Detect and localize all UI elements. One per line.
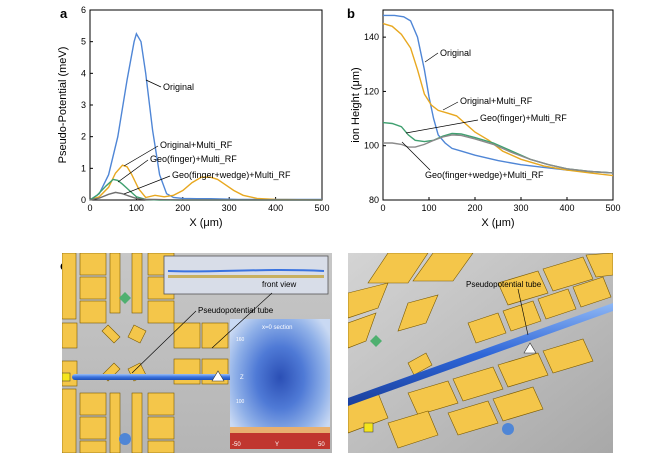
pseudopotential-tube [72, 374, 242, 380]
y-tick-label: 80 [369, 195, 379, 205]
chart-b: 0 100 200 300 400 500 80 100 120 140 X (μm) ion Hei… [350, 9, 621, 229]
blue-circle-marker-d [502, 423, 514, 435]
panel-label-b: b [347, 6, 355, 21]
annotation-leader-1 [442, 101, 459, 111]
y-tick-label: 140 [364, 32, 379, 42]
series-line-1 [382, 22, 614, 177]
section-axis-z: Z [240, 375, 244, 381]
series-line-3 [89, 191, 322, 201]
tube-label-c: Pseudopotential tube [198, 306, 274, 315]
x-tick-label: 300 [513, 203, 528, 213]
pseudopotential-tube-d [348, 303, 613, 406]
x-tick-label: 200 [175, 203, 190, 213]
x-tick-label: 0 [380, 203, 385, 213]
x-tick-label: 500 [605, 203, 620, 213]
series-line-3 [383, 134, 614, 174]
panel-label-a: a [60, 6, 68, 21]
y-tick-label: 3 [81, 100, 86, 110]
y-axis-label: Pseudo-Potential (meV) [57, 47, 69, 164]
x-tick-label: 0 [87, 203, 92, 213]
tube-label-d: Pseudopotential tube [466, 280, 542, 289]
green-diamond-marker-d [370, 335, 382, 347]
white-triangle-marker-d [523, 342, 537, 354]
electrodes-d [348, 253, 613, 449]
y-tick-label: 0 [81, 195, 86, 205]
y-tick-label: 2 [81, 132, 86, 142]
green-diamond-marker [119, 292, 131, 304]
x-tick-label: 100 [421, 203, 436, 213]
x-tick-label: 100 [129, 203, 144, 213]
section-tick-left: -50 [232, 442, 241, 448]
annotation-2: Geo(finger)+Multi_RF [150, 154, 237, 164]
x-tick-label: 400 [268, 203, 283, 213]
annotation-3: Geo(finger+wedge)+Multi_RF [172, 170, 291, 180]
front-view-label: front view [262, 280, 296, 289]
series-line-2 [89, 178, 322, 201]
annotation-2: Geo(finger)+Multi_RF [480, 113, 567, 123]
y-axis-label: ion Height (μm) [350, 67, 362, 142]
section-tick-top: 160 [236, 337, 245, 343]
series-line-0 [383, 14, 614, 174]
x-tick-label: 400 [559, 203, 574, 213]
section-tick-mid: 100 [236, 399, 245, 405]
annotation-leader-1 [123, 145, 159, 167]
annotation-3: Geo(finger+wedge)+Multi_RF [425, 170, 544, 180]
y-tick-label: 5 [81, 37, 86, 47]
panel-d-render: Pseudopotential tube [348, 253, 613, 453]
plot-frame [382, 9, 614, 201]
y-tick-label: 100 [364, 141, 379, 151]
annotation-leader-0 [145, 79, 162, 88]
annotation-1: Original+Multi_RF [460, 96, 533, 106]
y-tick-label: 120 [364, 86, 379, 96]
annotation-0: Original [163, 82, 194, 92]
y-tick-label: 4 [81, 68, 86, 78]
panel-c-render: front view x=0 section Z Y 160 100 -50 5… [62, 253, 332, 453]
annotation-leader-0 [424, 52, 439, 63]
white-triangle-marker [211, 370, 225, 382]
x-tick-label: 300 [222, 203, 237, 213]
chart-a: 0 100 200 300 400 500 0 1 2 3 4 5 6 X (μm) Pseudo-Pote… [57, 5, 330, 229]
section-axis-y: Y [275, 442, 279, 448]
x-tick-label: 500 [314, 203, 329, 213]
section-tick-right: 50 [318, 442, 325, 448]
annotation-leader-3 [123, 175, 171, 195]
series-line-1 [89, 164, 323, 201]
section-label: x=0 section [262, 325, 293, 331]
x-axis-label: X (μm) [481, 217, 514, 229]
front-view-tube [167, 269, 325, 273]
annotation-leader-2 [117, 159, 149, 183]
blue-circle-marker [119, 433, 131, 445]
annotation-leader-3 [401, 141, 431, 171]
yellow-square-marker-d [363, 422, 374, 433]
annotation-leader-2 [405, 119, 479, 134]
annotation-1: Original+Multi_RF [160, 140, 233, 150]
x-tick-label: 200 [467, 203, 482, 213]
x-axis-label: X (μm) [189, 217, 222, 229]
y-tick-label: 1 [81, 163, 86, 173]
annotation-0: Original [440, 48, 471, 58]
y-tick-label: 6 [81, 5, 86, 15]
yellow-square-marker [62, 372, 71, 382]
